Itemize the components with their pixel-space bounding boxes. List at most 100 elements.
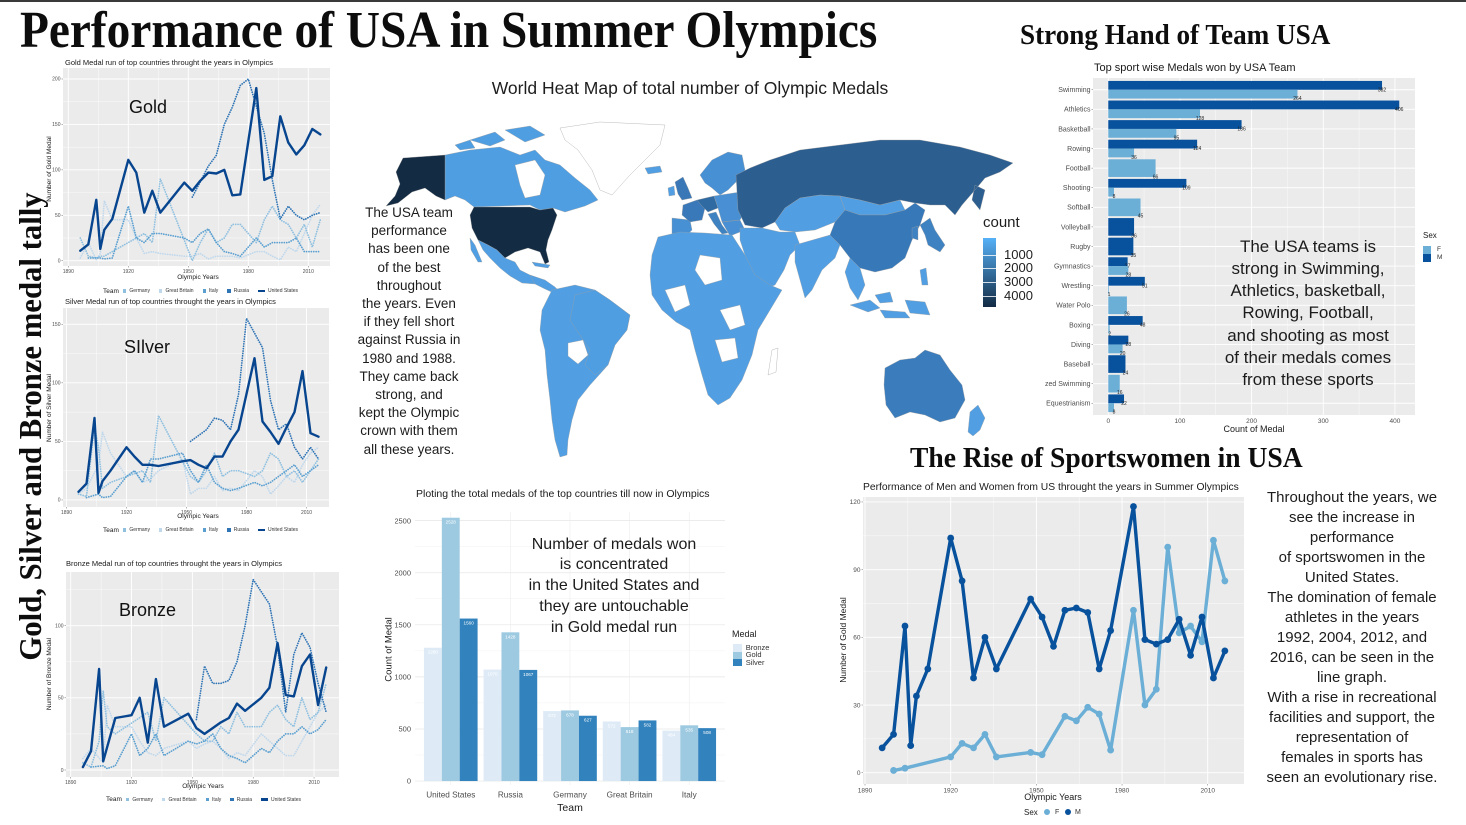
- bar-value-label: 572: [608, 723, 616, 728]
- legend-title: Team: [103, 287, 119, 295]
- data-point: [1141, 701, 1149, 709]
- legend-item-germany: Germany: [122, 527, 150, 533]
- gold-chart-y-axis-title: Number of Gold Medal: [46, 136, 53, 202]
- series-line-united-states: [79, 86, 322, 252]
- x-tick-label: 400: [1390, 418, 1401, 425]
- map-region-brazil: [569, 289, 631, 376]
- legend-label: Italy: [209, 288, 219, 294]
- totals-chart-plot: 0 500 1000 1500 2000 2500 United States 1280 252…: [395, 512, 725, 800]
- colorbar-tick: [983, 282, 996, 283]
- totals-legend-label-gold: Gold: [745, 650, 762, 659]
- bar-value-label: 1280: [428, 650, 439, 655]
- annotation-line: The USA team: [365, 205, 453, 220]
- map-region-africa: [649, 231, 783, 406]
- series-line-germany: [77, 414, 320, 498]
- legend-key-m-icon: [1423, 254, 1431, 262]
- totals-legend-label-bronze: Bronze: [745, 642, 770, 652]
- women-legend-label-m: M: [1075, 808, 1081, 816]
- data-point: [1198, 638, 1206, 646]
- data-point: [1187, 622, 1194, 630]
- series-line-great-britain: [79, 199, 322, 261]
- legend-title: Team: [106, 796, 122, 803]
- x-tick-label: 0: [1106, 418, 1110, 425]
- data-point: [947, 534, 955, 542]
- series-line-russia: [191, 78, 322, 221]
- bar-value-label: 36: [1131, 233, 1137, 239]
- bronze-chart-legend: Team Germany Great Britain Italy Russia …: [106, 796, 310, 804]
- colorbar-tick: [983, 268, 996, 269]
- y-category-label: Basketball: [1058, 126, 1091, 133]
- women-annotation: Throughout the years, we see the increas…: [1252, 488, 1452, 788]
- x-category-label: Great Britain: [607, 791, 653, 800]
- bar-f: [1108, 109, 1200, 119]
- bar-f: [1108, 403, 1114, 413]
- map-region-usa: [469, 206, 558, 265]
- legend-label: Germany: [129, 288, 150, 294]
- legend-item-italy: Italy: [202, 527, 218, 533]
- map-region-australia: [883, 349, 966, 423]
- data-point: [1084, 609, 1092, 616]
- annotation-line: in the United States and: [528, 577, 700, 595]
- legend-label: Russia: [236, 796, 253, 803]
- y-category-label: Swimming: [1058, 87, 1090, 94]
- legend-key-icon: [227, 528, 231, 532]
- annotation-line: the years. Even: [362, 296, 456, 312]
- legend-item-germany: Germany: [125, 796, 153, 803]
- y-tick-label: 0: [61, 768, 64, 774]
- silver-chart-plot: 1890 1920 1950 1980 2010 0 50 100 150: [52, 308, 329, 516]
- x-tick-label: 200: [1246, 418, 1257, 425]
- gold-chart-overlay-label: Gold: [129, 97, 168, 117]
- y-tick-label: 500: [398, 725, 411, 734]
- bar-m: [1108, 394, 1125, 404]
- gold-chart-plot: 1890 1920 1950 1980 2010 0 50 100 150 200: [52, 68, 330, 275]
- bar-gold: [501, 632, 520, 782]
- data-point: [1061, 712, 1069, 720]
- series-line-germany: [82, 682, 328, 768]
- bar-value-label: 109: [1182, 185, 1191, 191]
- x-category-label: Italy: [682, 791, 698, 800]
- y-tick-label: 150: [52, 322, 61, 328]
- annotation-line: of the best: [377, 259, 441, 275]
- legend-key-f-icon: [1423, 246, 1431, 254]
- bar-m: [1108, 178, 1187, 188]
- y-category-label: Rugby: [1070, 244, 1091, 251]
- annotation-line: United States.: [1304, 569, 1400, 586]
- data-point: [992, 665, 1000, 673]
- annotation-line: they are untouchable: [539, 597, 689, 615]
- colorbar-tick: [983, 255, 996, 256]
- map-legend-title: count: [983, 214, 1020, 231]
- x-tick-label: 2010: [303, 269, 314, 275]
- totals-legend-title: Medal: [732, 629, 757, 639]
- x-category-label: Germany: [553, 791, 588, 800]
- x-tick-label: 1890: [858, 787, 873, 793]
- y-tick-label: 50: [55, 213, 61, 219]
- annotation-line: performance: [371, 223, 447, 239]
- legend-key-icon: [125, 797, 130, 802]
- map-region-africa-no-data: [664, 254, 779, 376]
- bar-silver: [638, 720, 657, 782]
- data-point: [924, 665, 932, 673]
- legend-key-f-icon: [1044, 809, 1050, 815]
- women-chart-y-axis-title: Number of Gold Medal: [838, 597, 848, 683]
- y-tick-label: 60: [853, 635, 861, 642]
- bar-value-label: 1560: [464, 621, 475, 626]
- bar-gold: [441, 517, 460, 782]
- annotation-line: They came back: [359, 368, 459, 384]
- world-map-title: World Heat Map of total number of Olympi…: [491, 78, 889, 98]
- gold-chart-title: Gold Medal run of top countries throught…: [65, 57, 274, 67]
- totals-chart-y-axis-title: Count of Medal: [383, 617, 395, 682]
- data-point: [1221, 647, 1229, 655]
- y-tick-label: 200: [52, 77, 61, 83]
- bar-m: [1108, 218, 1135, 236]
- data-point: [1164, 636, 1172, 643]
- bar-value-label: 1428: [505, 634, 516, 639]
- x-tick-label: 1950: [187, 780, 198, 786]
- y-category-label: Equestrianism: [1046, 401, 1091, 408]
- annotation-line: athletes in the years: [1284, 609, 1420, 626]
- bar-value-label: 672: [548, 713, 556, 718]
- annotation-line: With a rise in recreational: [1267, 689, 1437, 706]
- legend-item-great-britain: Great Britain: [158, 288, 194, 294]
- sports-annotation: The USA teams is strong in Swimming, Ath…: [1208, 236, 1408, 391]
- annotation-line: seen an evolutionary rise.: [1266, 769, 1438, 786]
- legend-label: Germany: [132, 796, 153, 803]
